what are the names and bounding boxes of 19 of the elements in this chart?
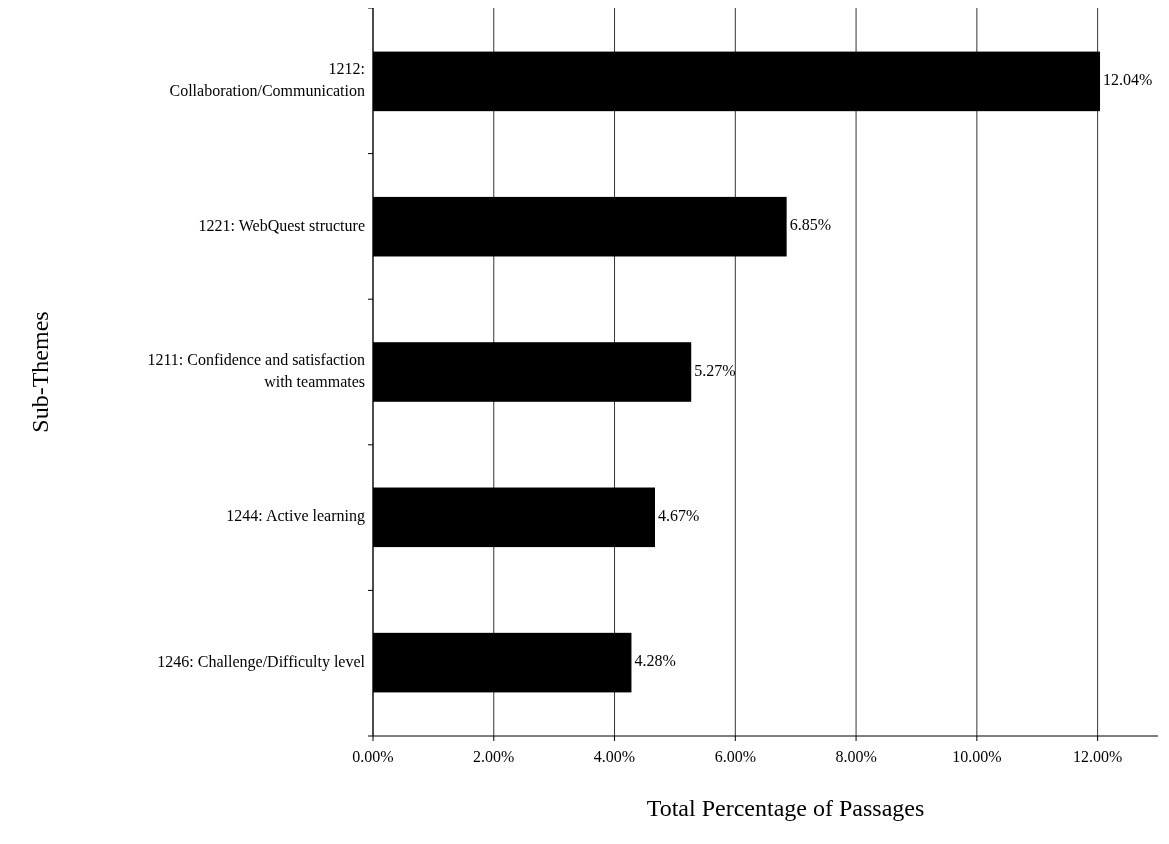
y-tick-label: 1211: Confidence and satisfaction with teammates xyxy=(147,350,365,390)
y-tick-label: 1221: WebQuest structure xyxy=(198,216,365,234)
x-tick-label: 2.00% xyxy=(473,748,515,765)
x-tick-label: 0.00% xyxy=(352,748,394,765)
data-label: 12.04% xyxy=(1103,71,1153,89)
data-label: 4.67% xyxy=(658,506,700,524)
y-axis-title: Sub-Themes xyxy=(27,311,53,433)
y-tick-label: 1244: Active learning xyxy=(226,506,365,525)
y-tick-label: 1246: Challenge/Difficulty level xyxy=(157,652,366,671)
data-label: 6.85% xyxy=(789,216,831,234)
y-tick-label: 1212: Collaboration/Communication xyxy=(169,60,365,100)
data-label: 4.28% xyxy=(634,652,676,670)
x-tick-label: 4.00% xyxy=(593,748,636,765)
x-tick-label: 10.00% xyxy=(952,748,1002,765)
x-tick-label: 12.00% xyxy=(1072,748,1123,765)
data-label: 5.27% xyxy=(694,361,736,379)
x-axis-title: Total Percentage of Passages xyxy=(646,795,925,821)
x-tick-label: 8.00% xyxy=(835,748,877,765)
x-tick-label: 6.00% xyxy=(714,748,756,765)
